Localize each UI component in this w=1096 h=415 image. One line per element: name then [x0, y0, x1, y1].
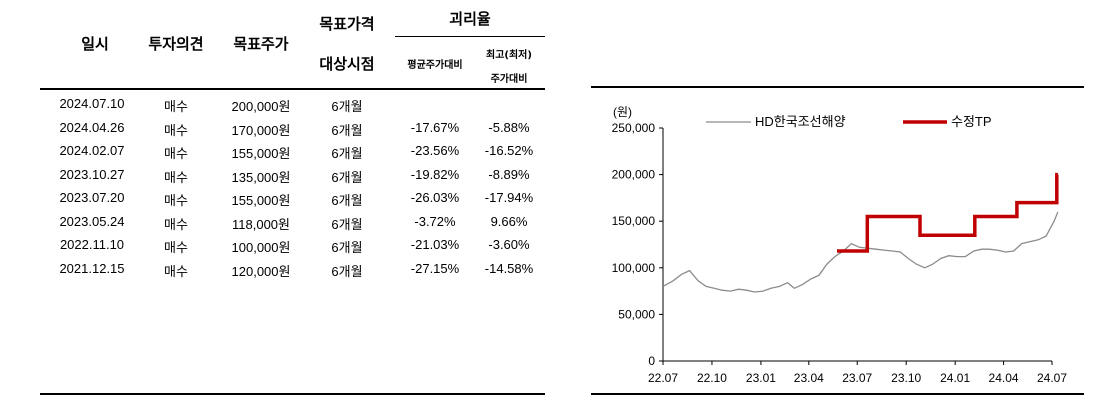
cell-opinion: 매수 — [164, 169, 188, 185]
cell-opinion: 매수 — [164, 122, 188, 138]
header-opinion: 투자의견 — [148, 35, 204, 53]
legend-price-label: HD한국조선해양 — [755, 114, 846, 129]
x-tick-label: 22.10 — [697, 371, 727, 385]
cell-avg-disparity: -26.03% — [410, 190, 460, 205]
cell-date: 2022.11.10 — [59, 237, 125, 252]
chart-top-rule — [591, 86, 1084, 88]
cell-target-period: 6개월 — [331, 169, 363, 185]
cell-opinion: 매수 — [164, 240, 188, 255]
cell-maxmin-disparity: -8.89% — [488, 166, 530, 182]
cell-maxmin-disparity: 9.66% — [490, 213, 528, 229]
y-tick-label: 100,000 — [612, 261, 656, 275]
cell-target-price: 100,000원 — [231, 240, 291, 255]
cell-target-period: 6개월 — [331, 99, 363, 114]
x-tick-label: 24.04 — [989, 371, 1019, 385]
y-unit-label: (원) — [613, 105, 632, 119]
header-target-price: 목표주가 — [233, 35, 289, 53]
cell-date: 2024.02.07 — [59, 143, 125, 158]
price-tp-chart: 0 50,000 100,000 150,000 200,000 250,000 22.07… — [612, 105, 1068, 385]
cell-maxmin-disparity: -14.58% — [484, 260, 534, 276]
chart-bottom-rule — [591, 393, 1084, 395]
cell-target-price: 200,000원 — [231, 99, 291, 114]
x-tick-label: 23.10 — [891, 371, 921, 385]
table-top-rule — [40, 88, 545, 90]
tp-series-line — [837, 172, 1059, 253]
cell-target-price: 135,000원 — [231, 169, 291, 185]
cell-opinion: 매수 — [164, 263, 188, 279]
x-tick-label: 24.01 — [940, 371, 970, 385]
header-avg-price: 평균주가대비 — [407, 60, 463, 71]
cell-maxmin-disparity: -5.88% — [488, 119, 530, 135]
cell-date: 2023.07.20 — [59, 190, 125, 205]
cell-opinion: 매수 — [164, 146, 188, 161]
legend-tp-label: 수정TP — [951, 114, 992, 129]
cell-date: 2024.04.26 — [59, 119, 125, 135]
cell-target-period: 6개월 — [331, 240, 363, 255]
cell-target-price: 170,000원 — [231, 122, 291, 138]
cell-date: 2021.12.15 — [59, 260, 125, 276]
x-tick-label: 23.04 — [794, 371, 824, 385]
cell-date: 2023.05.24 — [59, 213, 125, 229]
cell-avg-disparity: -21.03% — [410, 237, 460, 252]
x-tick-label: 22.07 — [648, 371, 678, 385]
cell-opinion: 매수 — [164, 193, 188, 208]
y-tick-label: 200,000 — [612, 168, 656, 182]
cell-target-period: 6개월 — [331, 193, 363, 208]
cell-target-price: 155,000원 — [231, 193, 291, 208]
cell-maxmin-disparity: -17.94% — [484, 190, 534, 205]
cell-target-period: 6개월 — [331, 216, 363, 232]
cell-opinion: 매수 — [164, 99, 188, 114]
header-date: 일시 — [81, 35, 109, 53]
x-tick-label: 23.01 — [746, 371, 776, 385]
y-tick-label: 0 — [648, 354, 655, 368]
cell-maxmin-disparity: -3.60% — [488, 237, 530, 252]
cell-avg-disparity: -27.15% — [410, 260, 460, 276]
cell-target-period: 6개월 — [331, 146, 363, 161]
cell-maxmin-disparity: -16.52% — [484, 143, 534, 158]
cell-target-period: 6개월 — [331, 263, 363, 279]
y-tick-label: 150,000 — [612, 214, 656, 228]
y-tick-label: 250,000 — [612, 121, 656, 135]
cell-target-price: 155,000원 — [231, 146, 291, 161]
cell-target-period: 6개월 — [331, 122, 363, 138]
cell-avg-disparity: -17.67% — [410, 119, 460, 135]
disparity-underline — [395, 36, 545, 37]
table-bottom-rule — [40, 393, 545, 395]
y-tick-label: 50,000 — [618, 307, 655, 321]
cell-date: 2024.07.10 — [59, 96, 125, 111]
header-target-period-line2: 대상시점 — [319, 55, 375, 73]
header-maxmin-line1: 최고(최저) — [486, 50, 532, 61]
header-maxmin-line2: 주가대비 — [490, 74, 528, 85]
cell-date: 2023.10.27 — [59, 166, 125, 182]
cell-avg-disparity: -23.56% — [410, 143, 460, 158]
cell-opinion: 매수 — [164, 216, 188, 232]
x-tick-label: 23.07 — [842, 371, 872, 385]
header-disparity: 괴리율 — [449, 10, 491, 28]
header-target-period-line1: 목표가격 — [319, 15, 375, 33]
cell-avg-disparity: -3.72% — [414, 213, 456, 229]
cell-avg-disparity: -19.82% — [410, 166, 460, 182]
cell-target-price: 120,000원 — [231, 263, 291, 279]
x-tick-label: 24.07 — [1037, 371, 1067, 385]
price-series-line — [662, 211, 1059, 293]
cell-target-price: 118,000원 — [232, 216, 290, 232]
